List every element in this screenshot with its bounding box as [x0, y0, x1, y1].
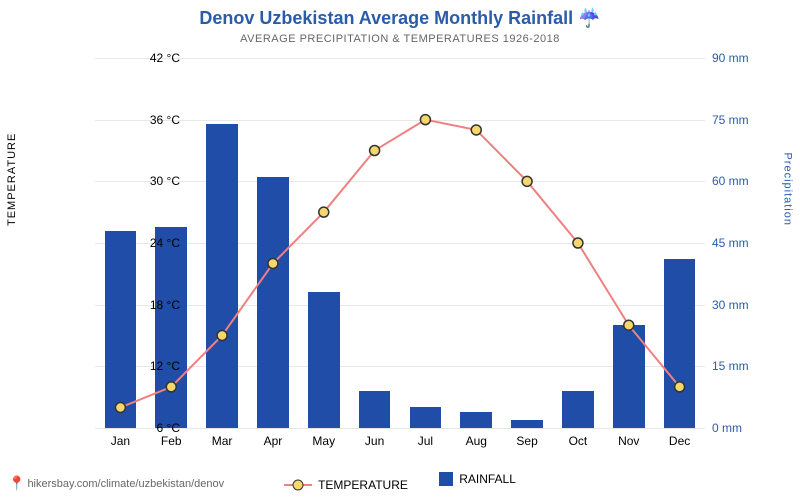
- x-tick: Feb: [161, 434, 182, 448]
- x-tick: Apr: [264, 434, 283, 448]
- legend-item-rainfall: RAINFALL: [439, 472, 516, 486]
- y-tick-right: 90 mm: [712, 51, 772, 65]
- y-tick-left: 18 °C: [120, 298, 180, 312]
- bar: [359, 391, 391, 428]
- y-axis-right-label: Precipitation: [782, 152, 794, 226]
- x-tick: Nov: [618, 434, 639, 448]
- chart-subtitle: AVERAGE PRECIPITATION & TEMPERATURES 192…: [0, 29, 800, 45]
- x-tick: Sep: [516, 434, 537, 448]
- bar: [460, 412, 492, 428]
- bar: [206, 124, 238, 428]
- bar: [664, 259, 696, 428]
- legend-item-temperature: TEMPERATURE: [284, 478, 408, 492]
- y-tick-left: 42 °C: [120, 51, 180, 65]
- bar: [257, 177, 289, 428]
- y-tick-left: 30 °C: [120, 174, 180, 188]
- x-tick: Dec: [669, 434, 690, 448]
- bar: [613, 325, 645, 428]
- legend-line-marker: [284, 484, 312, 486]
- y-tick-right: 60 mm: [712, 174, 772, 188]
- bar: [410, 407, 442, 428]
- source-url: hikersbay.com/climate/uzbekistan/denov: [27, 478, 224, 490]
- source-attribution: 📍 hikersbay.com/climate/uzbekistan/denov: [8, 475, 224, 492]
- bar: [562, 391, 594, 428]
- bar: [155, 227, 187, 428]
- y-tick-left: 24 °C: [120, 236, 180, 250]
- y-tick-right: 30 mm: [712, 298, 772, 312]
- x-tick: Mar: [212, 434, 233, 448]
- x-tick: Aug: [466, 434, 487, 448]
- chart-plot-area: [95, 58, 705, 428]
- y-tick-right: 0 mm: [712, 421, 772, 435]
- x-tick: Jan: [111, 434, 130, 448]
- y-tick-right: 45 mm: [712, 236, 772, 250]
- x-tick: Oct: [569, 434, 588, 448]
- x-tick: May: [312, 434, 335, 448]
- legend-temp-label: TEMPERATURE: [318, 478, 408, 492]
- legend-rain-label: RAINFALL: [459, 472, 516, 486]
- x-tick: Jul: [418, 434, 433, 448]
- y-tick-right: 15 mm: [712, 359, 772, 373]
- y-axis-left-label: TEMPERATURE: [6, 133, 18, 226]
- chart-title: Denov Uzbekistan Average Monthly Rainfal…: [0, 0, 800, 29]
- legend-bar-marker: [439, 472, 453, 486]
- map-pin-icon: 📍: [8, 475, 25, 492]
- x-tick: Jun: [365, 434, 384, 448]
- bar: [105, 231, 137, 428]
- y-tick-left: 36 °C: [120, 113, 180, 127]
- y-tick-left: 6 °C: [120, 421, 180, 435]
- y-tick-right: 75 mm: [712, 113, 772, 127]
- bar: [511, 420, 543, 428]
- bar: [308, 292, 340, 428]
- y-tick-left: 12 °C: [120, 359, 180, 373]
